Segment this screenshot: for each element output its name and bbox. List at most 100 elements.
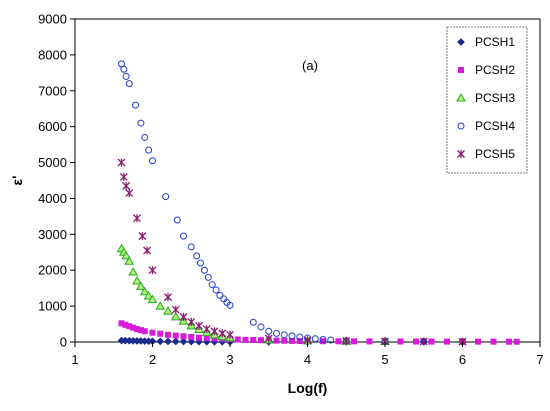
legend-label-pcsh1: PCSH1 (475, 35, 515, 49)
data-point (202, 325, 211, 334)
series-pcsh5 (117, 158, 467, 346)
data-point (234, 336, 241, 343)
data-point (125, 80, 133, 88)
data-point (513, 338, 520, 345)
x-tick-label: 5 (381, 352, 388, 367)
x-tick-label: 3 (226, 352, 233, 367)
data-point (138, 232, 147, 241)
data-point (281, 337, 288, 344)
data-point (179, 312, 188, 321)
axes-layer (70, 18, 541, 347)
y-tick-label: 9000 (38, 12, 67, 27)
data-point (250, 337, 257, 344)
data-point (212, 286, 220, 294)
y-tick-label: 8000 (38, 47, 67, 62)
data-point (119, 172, 128, 181)
data-point (197, 259, 205, 267)
data-point (280, 331, 288, 339)
data-point (216, 291, 224, 299)
data-point (134, 326, 140, 333)
x-tick-label: 6 (459, 352, 466, 367)
data-point (335, 338, 342, 345)
legend-marker-pcsh3 (456, 92, 466, 102)
data-point (128, 267, 138, 276)
data-point (126, 323, 133, 330)
data-point (413, 338, 419, 345)
data-point (132, 275, 142, 285)
data-point (296, 337, 303, 344)
data-point (273, 329, 280, 337)
legend-marker-pcsh2 (458, 67, 464, 73)
panel-annotation: (a) (302, 58, 318, 73)
data-point (187, 317, 196, 326)
data-point (444, 338, 450, 345)
data-point (188, 333, 195, 340)
data-point (226, 330, 234, 339)
x-tick-label: 2 (149, 352, 156, 367)
data-point (258, 337, 264, 344)
legend-label-pcsh3: PCSH3 (475, 91, 515, 105)
legend: PCSH1 PCSH2 PCSH3 PCSH4 PCSH5 (446, 26, 528, 174)
data-point (475, 338, 481, 345)
data-point (211, 335, 218, 342)
data-point (171, 305, 180, 314)
legend-label-pcsh4: PCSH4 (475, 119, 515, 133)
y-tick-label: 2000 (38, 263, 67, 278)
y-tick-label: 7000 (38, 83, 67, 98)
legend-marker-pcsh5 (457, 150, 465, 158)
y-tick-label: 1000 (38, 299, 67, 314)
data-point (193, 252, 201, 260)
data-point (133, 214, 141, 223)
data-point (124, 256, 135, 265)
data-point (143, 246, 152, 255)
data-point (137, 327, 144, 334)
data-point (173, 216, 181, 224)
data-point (289, 337, 295, 344)
data-point (120, 65, 128, 73)
data-point (164, 293, 172, 302)
x-axis-title: Log(f) (288, 380, 328, 396)
data-point (170, 311, 181, 321)
data-point (203, 335, 210, 342)
x-tick-label: 1 (71, 352, 78, 367)
data-point (296, 333, 304, 341)
data-point (156, 337, 165, 346)
y-tick-label: 6000 (38, 119, 67, 134)
data-point (149, 157, 156, 165)
y-tick-label: 0 (60, 335, 67, 350)
data-point (200, 266, 208, 274)
tick-labels: 1 2 3 4 5 6 7 0 1000 2000 3000 4000 5000 6000 7000 8000… (38, 12, 544, 368)
data-point (428, 338, 435, 345)
legend-marker-pcsh4 (457, 122, 465, 130)
data-point (117, 158, 126, 167)
data-point (149, 329, 156, 336)
y-axis-title: ε' (9, 176, 25, 186)
data-point (264, 334, 273, 343)
data-point (397, 338, 404, 345)
data-point (145, 146, 153, 154)
series-layer (116, 60, 520, 346)
data-point (118, 320, 125, 327)
data-point (208, 281, 216, 289)
data-point (171, 337, 180, 346)
data-point (148, 266, 157, 275)
data-point (122, 181, 131, 190)
data-point (311, 335, 319, 343)
data-point (121, 250, 132, 260)
data-point (139, 286, 150, 296)
data-point (172, 332, 179, 339)
data-point (506, 338, 512, 345)
data-point (137, 119, 145, 127)
data-point (187, 243, 195, 251)
data-point (195, 321, 203, 330)
data-point (122, 72, 130, 80)
y-tick-label: 3000 (38, 227, 67, 242)
data-point (163, 306, 173, 315)
legend-label-pcsh5: PCSH5 (475, 147, 515, 161)
x-tick-label: 4 (304, 352, 311, 367)
y-tick-label: 5000 (38, 155, 67, 170)
data-point (210, 327, 219, 336)
data-point (179, 337, 188, 346)
data-point (130, 324, 137, 331)
